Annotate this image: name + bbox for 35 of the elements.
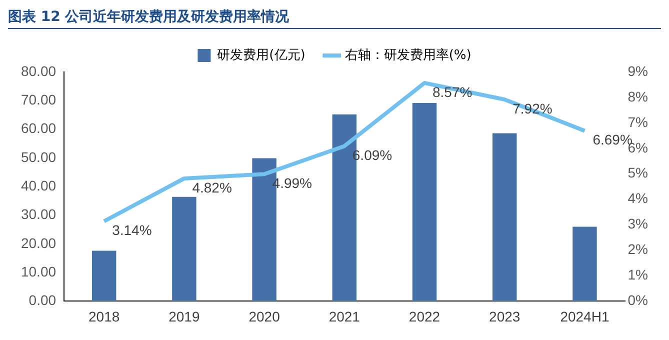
x-tick-label: 2020	[248, 308, 280, 324]
x-tick-label: 2024H1	[560, 308, 610, 324]
y2-tick-label: 1%	[628, 266, 648, 283]
y2-tick-label: 0%	[628, 292, 648, 308]
y-tick-label: 70.00	[20, 92, 56, 108]
x-tick-label: 2018	[88, 308, 120, 324]
x-tick-label: 2023	[489, 308, 520, 324]
y2-tick-label: 8%	[628, 88, 648, 104]
y-tick-label: 30.00	[20, 206, 56, 222]
y-tick-label: 60.00	[20, 120, 56, 136]
y2-tick-label: 7%	[628, 114, 648, 130]
data-label: 4.82%	[192, 179, 232, 196]
bar	[172, 196, 196, 302]
bar	[412, 102, 437, 302]
y2-tick-label: 5%	[628, 164, 648, 181]
bar	[572, 226, 597, 302]
x-tick-label: 2019	[168, 308, 200, 324]
y2-tick-label: 9%	[628, 62, 648, 79]
y-tick-label: 50.00	[20, 148, 56, 165]
y2-tick-label: 2%	[628, 241, 648, 258]
y-tick-label: 80.00	[20, 62, 56, 79]
y2-tick-label: 3%	[628, 216, 648, 232]
x-tick-label: 2022	[408, 308, 440, 324]
y2-tick-label: 4%	[628, 190, 648, 206]
data-label: 3.14%	[112, 222, 152, 238]
x-tick-label: 2021	[328, 308, 360, 324]
y-tick-label: 0.00	[28, 292, 56, 308]
y-tick-label: 10.00	[20, 263, 56, 280]
chart-title: 图表 12 公司近年研发费用及研发费用率情况	[8, 8, 661, 29]
y-tick-label: 20.00	[20, 234, 56, 251]
legend-label: 研发费用(亿元)	[217, 48, 306, 63]
bar	[492, 133, 517, 302]
bar	[92, 250, 116, 302]
legend-label: 右轴：研发费用率(%)	[344, 46, 472, 63]
y-tick-label: 40.00	[20, 177, 56, 194]
